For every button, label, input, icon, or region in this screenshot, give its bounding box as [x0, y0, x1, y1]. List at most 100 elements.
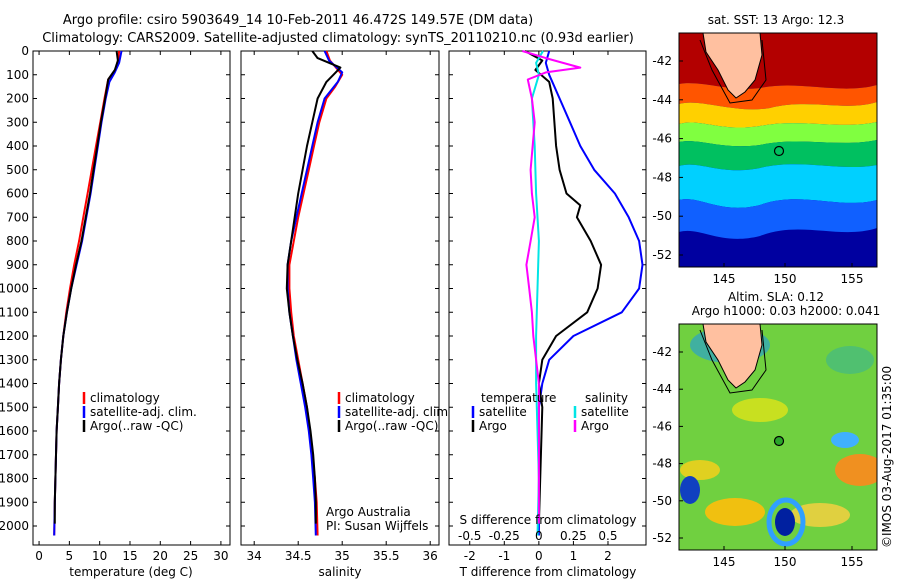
depth-tick-label: 1600: [0, 424, 29, 438]
s-difference-tick-label: -0.5: [458, 529, 481, 543]
depth-tick-label: 1800: [0, 472, 29, 486]
difference-series-t-satellite: [537, 50, 644, 536]
depth-tick-label: 400: [6, 139, 29, 153]
sla-feature-orange: [835, 454, 877, 486]
sst-lat-label: -48: [652, 170, 672, 184]
sst-lat-label: -46: [652, 132, 672, 146]
legend-argo-label: Argo(..raw -QC): [90, 419, 183, 433]
sst-map-title: sat. SST: 13 Argo: 12.3: [708, 13, 845, 27]
depth-tick-label: 1000: [0, 282, 29, 296]
sla-lat-label: -42: [652, 345, 672, 359]
difference-xtick-label: 1: [570, 549, 578, 563]
legend-temperature-title: temperature: [481, 391, 556, 405]
sst-band-yellow: [679, 102, 877, 128]
sla-lat-label: -50: [652, 494, 672, 508]
difference-xtick-label: -1: [498, 549, 510, 563]
legend-satellite-label: satellite-adj. clim.: [90, 405, 197, 419]
temperature-xlabel: temperature (deg C): [69, 565, 192, 579]
sla-lat-label: -46: [652, 419, 672, 433]
depth-tick-label: 1900: [0, 495, 29, 509]
salinity-axes-frame: [240, 50, 440, 546]
tasmania-landmass: [702, 33, 763, 99]
depth-tick-label: 0: [21, 44, 29, 58]
annotation-pi: PI: Susan Wijffels: [326, 519, 428, 533]
depth-tick-label: 700: [6, 210, 29, 224]
sla-feature-yellow: [680, 460, 720, 480]
difference-xtick-label: -2: [464, 549, 476, 563]
legend-salinity-title: salinity: [585, 391, 628, 405]
temperature-xtick-label: 0: [35, 549, 43, 563]
temperature-xtick-label: 10: [92, 549, 107, 563]
sst-lat-label: -50: [652, 209, 672, 223]
temperature-series-argo-raw-qc-: [53, 50, 119, 524]
annotation-argo-australia: Argo Australia: [326, 505, 411, 519]
header-line1: Argo profile: csiro 5903649_14 10-Feb-20…: [63, 13, 533, 28]
depth-tick-label: 900: [6, 258, 29, 272]
temperature-xtick-label: 25: [183, 549, 198, 563]
imos-credit: ©IMOS 03-Aug-2017 01:35:00: [880, 366, 894, 548]
sla-feature-lightblue: [831, 432, 859, 448]
sla-lat-label: -52: [652, 531, 672, 545]
sst-band-blue: [679, 199, 877, 239]
depth-tick-label: 1200: [0, 329, 29, 343]
sst-map-frame: [678, 32, 878, 268]
salinity-xtick-label: 34.5: [285, 549, 312, 563]
legend-s-argo-label: Argo: [581, 419, 609, 433]
difference-legend: temperature salinity satellite Argo sate…: [471, 391, 629, 433]
depth-tick-label: 500: [6, 163, 29, 177]
legend-t-satellite-label: satellite: [479, 405, 527, 419]
sla-eddy-darkblue: [775, 508, 795, 536]
depth-tick-label: 1700: [0, 448, 29, 462]
sst-lat-label: -42: [652, 54, 672, 68]
s-difference-tick-label: -0.25: [489, 529, 520, 543]
salinity-xlabel: salinity: [318, 565, 361, 579]
salinity-xtick-label: 34: [247, 549, 262, 563]
depth-tick-label: 300: [6, 115, 29, 129]
sst-lat-label: -52: [652, 248, 672, 262]
temperature-axes-frame: [32, 50, 231, 546]
depth-tick-label: 100: [6, 68, 29, 82]
sst-lon-label: 145: [713, 272, 736, 286]
legend-argo-label: Argo(..raw -QC): [345, 419, 438, 433]
legend-climatology-label: climatology: [345, 391, 415, 405]
sst-lon-label: 150: [774, 272, 797, 286]
shelf-contour: [699, 329, 767, 394]
salinity-xtick-label: 35.5: [373, 549, 400, 563]
difference-series-t-argo: [524, 50, 603, 524]
salinity-legend: climatology satellite-adj. clim. Argo(..…: [337, 391, 452, 433]
temperature-xtick-label: 15: [122, 549, 137, 563]
depth-tick-label: 600: [6, 187, 29, 201]
difference-xtick-label: 0: [535, 549, 543, 563]
depth-tick-label: 200: [6, 92, 29, 106]
sla-map-title2: Argo h1000: 0.03 h2000: 0.041: [692, 304, 881, 318]
shelf-contour: [699, 39, 767, 104]
salinity-xtick-label: 36: [423, 549, 438, 563]
temperature-xtick-label: 30: [213, 549, 228, 563]
temperature-xtick-label: 20: [153, 549, 168, 563]
depth-tick-label: 1300: [0, 353, 29, 367]
sla-lat-label: -44: [652, 382, 672, 396]
sla-map-title1: Altim. SLA: 0.12: [728, 290, 824, 304]
salinity-xtick-label: 35: [335, 549, 350, 563]
sla-lon-label: 145: [713, 555, 736, 569]
sla-map-frame: [678, 323, 878, 551]
sla-eddy-blue: [680, 476, 700, 504]
s-difference-tick-label: 0.25: [560, 529, 587, 543]
sst-band-lightgreen: [679, 122, 877, 147]
s-difference-tick-label: 0: [535, 529, 543, 543]
sst-lon-label: 155: [841, 272, 864, 286]
difference-panel: -2 -1 0 1 2 temperature salinity satellite A…: [448, 50, 647, 579]
sla-lon-label: 155: [841, 555, 864, 569]
salinity-series-argo-raw-qc-: [285, 50, 342, 524]
sst-map: sat. SST: 13 Argo: 12.3 -42 -44 -46 -48 -50 -…: [652, 13, 878, 286]
depth-tick-label: 1400: [0, 377, 29, 391]
sla-feature-green: [826, 346, 874, 374]
legend-climatology-label: climatology: [90, 391, 160, 405]
sla-lon-label: 150: [774, 555, 797, 569]
legend-s-satellite-label: satellite: [581, 405, 629, 419]
temperature-legend: climatology satellite-adj. clim. Argo(..…: [82, 391, 197, 433]
header-line2: Climatology: CARS2009. Satellite-adjuste…: [42, 31, 634, 46]
difference-series-s-argo: [522, 50, 582, 524]
sst-lat-label: -44: [652, 93, 672, 107]
